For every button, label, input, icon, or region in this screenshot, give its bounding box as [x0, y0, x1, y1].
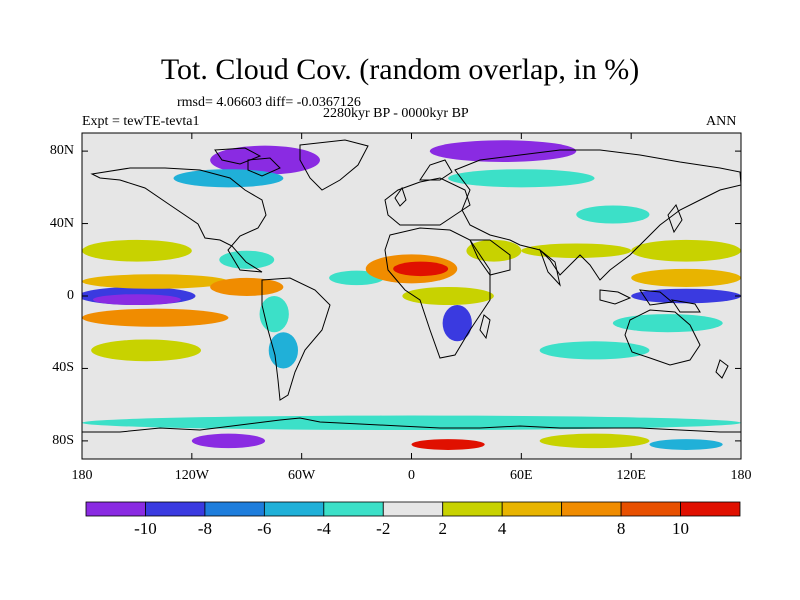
anomaly-patch — [539, 433, 650, 449]
anomaly-patch — [649, 439, 723, 450]
anomaly-patch — [442, 305, 472, 342]
map-title: Tot. Cloud Cov. (random overlap, in %) — [160, 53, 640, 86]
anomaly-patch — [402, 286, 494, 306]
lon-tick-label: 60E — [510, 468, 533, 483]
colorbar — [85, 501, 741, 517]
anomaly-patch — [576, 205, 650, 224]
lon-tick-label: 120E — [616, 468, 646, 483]
colorbar-label: -6 — [257, 519, 272, 538]
anomaly-patch — [259, 296, 289, 333]
lon-tick-label: 120W — [174, 468, 209, 483]
lat-tick-label: 40N — [49, 215, 74, 231]
colorbar-label: -10 — [134, 519, 157, 538]
anomaly-patch — [539, 341, 650, 360]
lat-tick-label: 80N — [49, 143, 74, 159]
anomaly-patch — [631, 268, 741, 287]
anomaly-patch — [429, 140, 577, 162]
lat-tick-label: 80S — [52, 432, 74, 448]
colorbar-swatch — [561, 501, 622, 517]
colorbar-swatch — [145, 501, 206, 517]
anomaly-patch — [219, 250, 275, 269]
stats-text: rmsd= 4.06603 diff= -0.0367126 — [177, 95, 361, 110]
colorbar-label: -2 — [376, 519, 391, 538]
anomaly-patch — [92, 294, 181, 306]
coastline-layer — [82, 139, 741, 433]
colorbar-label: 10 — [672, 519, 690, 538]
anomaly-patch — [210, 277, 284, 297]
colorbar-swatch — [263, 501, 325, 517]
lon-tick-label: 180 — [730, 468, 752, 483]
colorbar-swatch — [323, 501, 384, 517]
anomaly-patch — [191, 433, 266, 449]
season-label: ANN — [706, 114, 737, 129]
anomaly-patch — [82, 308, 229, 327]
colorbar-swatch — [442, 501, 503, 517]
anomaly-patch — [521, 243, 632, 258]
colorbar-swatch — [85, 501, 146, 517]
colorbar-swatch — [204, 501, 265, 517]
period-text: 2280kyr BP - 0000kyr BP — [323, 106, 469, 121]
anomaly-patch — [411, 439, 485, 450]
anomaly-patch — [631, 239, 741, 262]
map-ticks — [81, 133, 742, 459]
colorbar-swatch — [680, 501, 741, 517]
anomaly-patch — [210, 145, 320, 175]
colorbar-label: 4 — [497, 519, 507, 538]
colorbar-label: -8 — [197, 519, 212, 538]
anomaly-patch — [173, 169, 284, 188]
lon-tick-label: 60W — [288, 468, 316, 483]
colorbar-swatch — [620, 501, 681, 517]
lat-tick-label: 0 — [67, 288, 74, 303]
colorbar-swatch — [501, 501, 563, 517]
anomaly-patch — [268, 332, 299, 369]
anomaly-patch — [393, 261, 449, 277]
lat-tick-label: 40S — [52, 360, 74, 376]
colorbar-swatch — [382, 501, 444, 517]
experiment-label: Expt = tewTE-tevta1 — [82, 114, 200, 129]
anomaly-patch — [612, 314, 723, 333]
anomaly-patch — [466, 239, 522, 262]
anomaly-patch — [82, 239, 192, 262]
lon-tick-label: 0 — [408, 468, 415, 483]
anomaly-patch — [91, 339, 201, 362]
anomaly-patch — [448, 169, 595, 188]
anomaly-patch — [631, 288, 741, 304]
anomaly-patch — [82, 415, 741, 431]
lon-tick-label: 180 — [71, 468, 93, 483]
anomaly-patch — [82, 274, 229, 289]
colorbar-label: -4 — [316, 519, 331, 538]
colorbar-label: 8 — [616, 519, 626, 538]
colorbar-label: 2 — [438, 519, 447, 538]
